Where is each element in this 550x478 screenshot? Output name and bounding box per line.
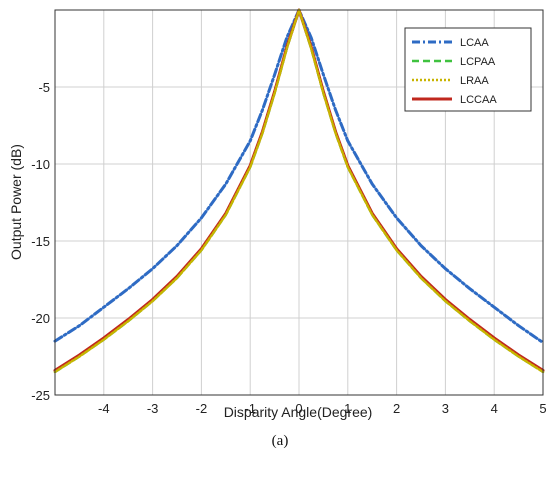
x-tick-label: -4 xyxy=(98,401,110,416)
x-tick-label: -1 xyxy=(244,401,256,416)
y-tick-label: -5 xyxy=(38,80,50,95)
figure-caption: (a) xyxy=(272,433,289,449)
x-tick-label: 5 xyxy=(539,401,546,416)
y-axis-label: Output Power (dB) xyxy=(8,144,24,260)
x-tick-label: 2 xyxy=(393,401,400,416)
x-axis-label: Disparity Angle(Degree) xyxy=(224,404,373,420)
y-tick-label: -10 xyxy=(31,157,50,172)
legend: LCAA LCPAA LRAA LCCAA xyxy=(404,27,532,112)
legend-label-lccaa: LCCAA xyxy=(460,94,497,106)
y-tick-label: -20 xyxy=(31,311,50,326)
legend-label-lcaa: LCAA xyxy=(460,37,489,49)
y-tick-label: -15 xyxy=(31,234,50,249)
y-tick-labels: -5 -10 -15 -20 -25 xyxy=(31,80,50,403)
x-tick-label: 4 xyxy=(491,401,498,416)
legend-box xyxy=(404,27,532,112)
legend-label-lcpaa: LCPAA xyxy=(460,56,496,68)
x-tick-label: 1 xyxy=(344,401,351,416)
legend-label-lraa: LRAA xyxy=(460,75,489,87)
x-tick-labels: -4 -3 -2 -1 0 1 2 3 4 5 xyxy=(98,401,547,416)
x-tick-label: 0 xyxy=(295,401,302,416)
x-tick-label: -2 xyxy=(196,401,208,416)
plot-frame xyxy=(54,9,544,396)
y-tick-label: -25 xyxy=(31,388,50,403)
x-tick-label: 3 xyxy=(442,401,449,416)
x-tick-label: -3 xyxy=(147,401,159,416)
